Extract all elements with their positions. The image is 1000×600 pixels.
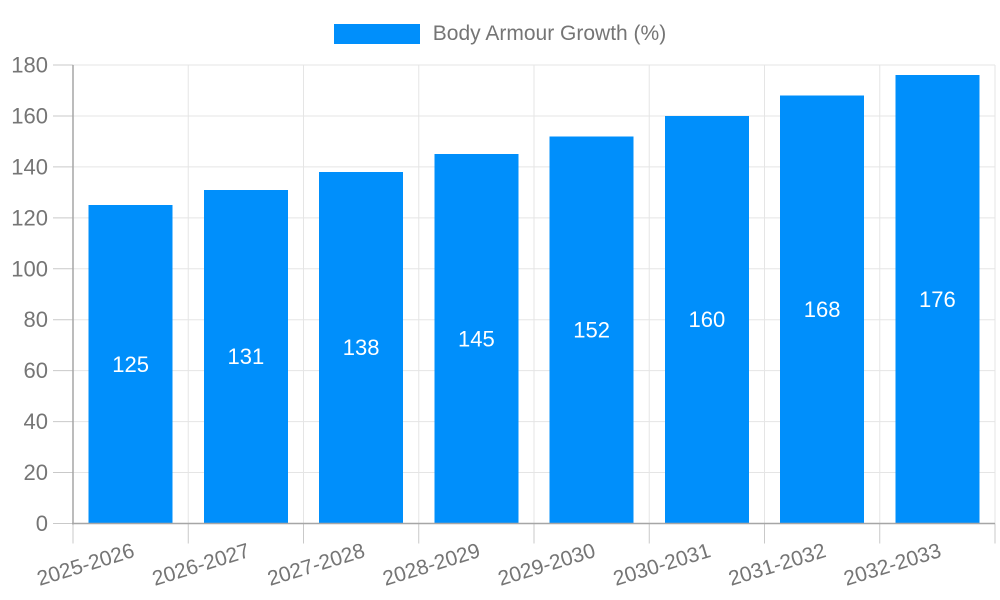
bar-value-label: 138 — [343, 335, 380, 360]
bar-value-label: 145 — [458, 326, 495, 351]
x-axis-tick-label: 2031-2032 — [726, 539, 829, 590]
y-axis-tick-label: 160 — [11, 103, 48, 128]
y-axis-tick-label: 0 — [36, 511, 48, 536]
legend-label: Body Armour Growth (%) — [432, 22, 667, 45]
bar[interactable] — [664, 115, 749, 524]
bar[interactable] — [434, 154, 519, 524]
x-axis-tick-label: 2032-2033 — [841, 539, 944, 590]
legend[interactable]: Body Armour Growth (%) — [0, 22, 1000, 46]
x-axis-tick-label: 2028-2029 — [380, 539, 483, 590]
y-axis-tick-label: 180 — [11, 53, 48, 78]
y-axis-tick-label: 120 — [11, 205, 48, 230]
bar-value-label: 131 — [228, 344, 265, 369]
bar-value-label: 160 — [689, 307, 726, 332]
x-axis-tick-label: 2025-2026 — [34, 539, 137, 590]
y-axis-tick-label: 140 — [11, 154, 48, 179]
y-axis-tick-label: 100 — [11, 256, 48, 281]
y-axis-tick-label: 20 — [24, 460, 48, 485]
bar-value-label: 176 — [919, 287, 956, 312]
bar-value-label: 152 — [573, 317, 610, 342]
bar-value-label: 125 — [112, 352, 149, 377]
y-axis-tick-label: 40 — [24, 409, 48, 434]
bar[interactable] — [780, 95, 865, 524]
bar[interactable] — [549, 136, 634, 524]
x-axis-tick-label: 2026-2027 — [150, 539, 253, 590]
x-axis-tick-label: 2029-2030 — [495, 539, 598, 590]
bar[interactable] — [88, 205, 173, 524]
y-axis-tick-label: 60 — [24, 358, 48, 383]
bar[interactable] — [895, 75, 980, 524]
bar[interactable] — [319, 171, 404, 524]
x-axis-tick-label: 2030-2031 — [611, 539, 714, 590]
bar-value-label: 168 — [804, 297, 841, 322]
x-axis-tick-label: 2027-2028 — [265, 539, 368, 590]
y-axis-tick-label: 80 — [24, 307, 48, 332]
legend-marker — [333, 24, 420, 44]
bar[interactable] — [203, 189, 288, 524]
